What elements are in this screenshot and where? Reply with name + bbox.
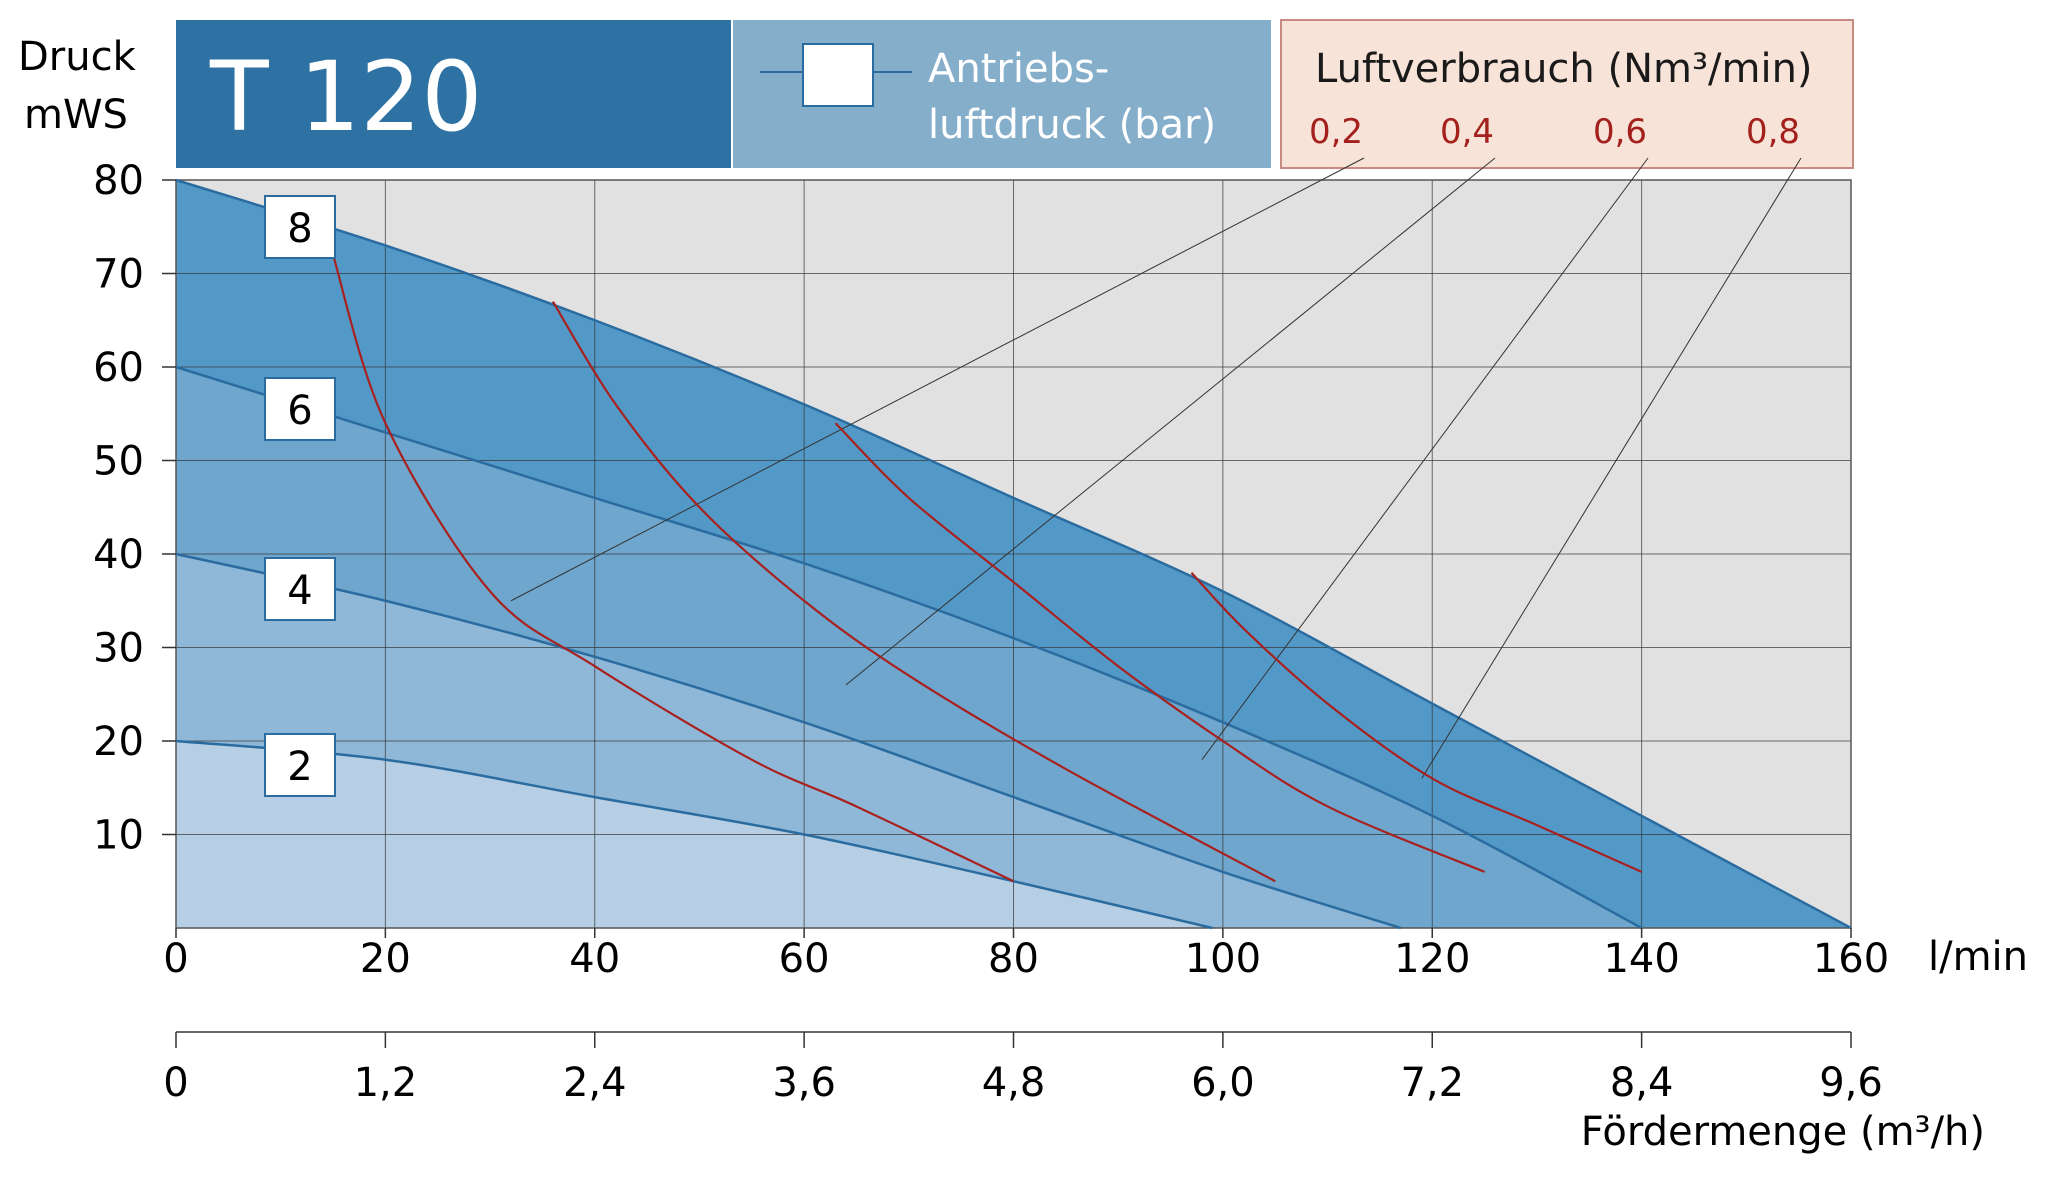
chart-title: T 120	[209, 41, 482, 153]
air-consumption-title: Luftverbrauch (Nm³/min)	[1315, 46, 1813, 92]
y-tick-label: 40	[93, 532, 144, 578]
series-line-6	[175, 365, 1643, 930]
y-axis-ticks: 80 70 60 50 40 30 20 10	[93, 158, 176, 859]
y-tick-label: 70	[93, 252, 144, 298]
series-line-2	[175, 739, 1213, 930]
y-tick-label: 80	[93, 158, 144, 204]
x-axis-ticks: 0 20 40 60 80 100 120 140 160	[163, 928, 1889, 982]
air-value-label-3: 0,8	[1746, 112, 1800, 152]
legend-label-line2: luftdruck (bar)	[928, 102, 1216, 148]
x-tick-label: 20	[360, 936, 411, 982]
series-label-8: 8	[264, 195, 336, 259]
svg-text:4: 4	[287, 568, 312, 614]
x2-tick-label: 4,8	[982, 1060, 1046, 1106]
series-label-6: 6	[264, 377, 336, 441]
x2-tick-label: 6,0	[1191, 1060, 1255, 1106]
air-leader-line-1	[845, 157, 1496, 686]
x-tick-label: 60	[779, 936, 830, 982]
x2-tick-label: 8,4	[1610, 1060, 1674, 1106]
air-value-labels: 0,2 0,4 0,6 0,8	[1309, 112, 1800, 152]
y-tick-label: 60	[93, 345, 144, 391]
y-tick-label: 50	[93, 439, 144, 485]
x-tick-label: 80	[988, 936, 1039, 982]
svg-text:2: 2	[287, 744, 312, 790]
svg-text:6: 6	[287, 388, 312, 434]
x2-tick-label: 1,2	[354, 1060, 418, 1106]
y-tick-label: 10	[93, 813, 144, 859]
x2-tick-label: 2,4	[563, 1060, 627, 1106]
air-leader-line-0	[510, 157, 1365, 602]
y-axis-label-line2: mWS	[24, 92, 128, 138]
svg-text:8: 8	[287, 206, 312, 252]
x-tick-label: 140	[1603, 936, 1679, 982]
x-tick-label: 100	[1185, 936, 1261, 982]
air-curve-0,6	[834, 422, 1486, 873]
air-consumption-bar	[1280, 19, 1854, 169]
legend-box-sample	[802, 43, 874, 107]
air-value-label-1: 0,4	[1440, 112, 1494, 152]
x2-axis-label: Fördermenge (m³/h)	[1581, 1109, 1985, 1155]
x-axis-unit: l/min	[1928, 934, 2028, 980]
x-tick-label: 0	[163, 936, 188, 982]
title-bar	[176, 20, 731, 168]
plot-area: 8 6 4 2	[175, 157, 1852, 930]
series-line-4	[175, 552, 1402, 930]
x2-tick-label: 7,2	[1400, 1060, 1464, 1106]
x2-tick-label: 9,6	[1819, 1060, 1883, 1106]
air-curve-0,2	[331, 254, 1014, 883]
air-value-label-2: 0,6	[1593, 112, 1647, 152]
air-curve-0,4	[551, 300, 1276, 883]
x2-tick-label: 3,6	[772, 1060, 836, 1106]
y-axis-label-line1: Druck	[18, 34, 137, 80]
x-tick-label: 40	[569, 936, 620, 982]
series-label-4: 4	[264, 557, 336, 621]
air-leader-line-3	[1421, 157, 1802, 779]
y-tick-label: 30	[93, 626, 144, 672]
series-line-8	[175, 178, 1852, 930]
x-tick-label: 120	[1394, 936, 1470, 982]
air-value-label-0: 0,2	[1309, 112, 1363, 152]
legend-label-line1: Antriebs-	[928, 46, 1109, 92]
x2-tick-label: 0	[163, 1060, 188, 1106]
y-tick-label: 20	[93, 719, 144, 765]
series-label-2: 2	[264, 733, 336, 797]
secondary-x-axis: 0 1,2 2,4 3,6 4,8 6,0 7,2 8,4 9,6	[163, 1031, 1883, 1106]
x-tick-label: 160	[1813, 936, 1889, 982]
air-curve-0,8	[1190, 571, 1643, 873]
